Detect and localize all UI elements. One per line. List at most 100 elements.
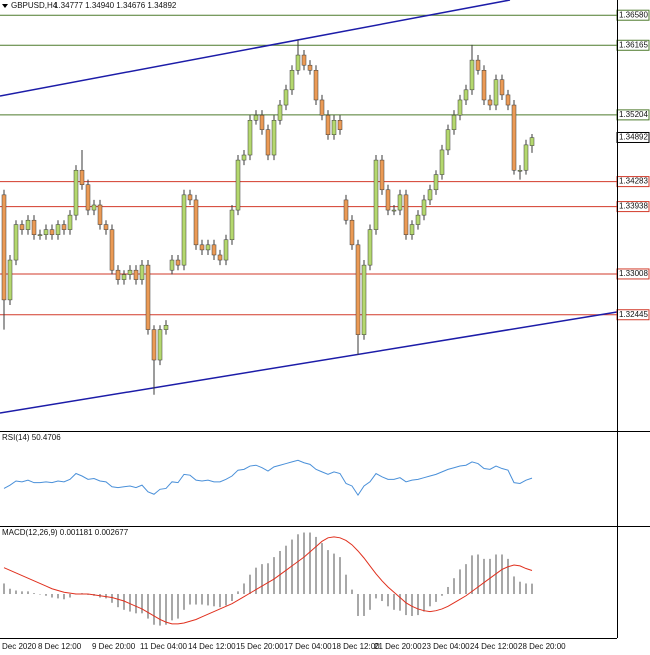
candle-body	[295, 54, 301, 71]
candle-body	[271, 119, 277, 156]
macd-bar	[177, 594, 179, 619]
x-tick-label: 24 Dec 12:00	[470, 642, 518, 651]
macd-bar	[381, 594, 383, 602]
candle-body	[247, 119, 253, 156]
macd-bar	[459, 569, 461, 595]
candle-body	[265, 129, 271, 156]
candle-body	[439, 149, 445, 175]
candle-body	[211, 244, 217, 256]
candle-body	[367, 229, 373, 266]
macd-bar	[243, 583, 245, 595]
candle-body	[427, 189, 433, 201]
symbol-menu-icon[interactable]	[2, 4, 8, 8]
macd-bar	[159, 594, 161, 626]
candle-body	[505, 94, 511, 106]
macd-bar	[411, 594, 413, 616]
candle-body	[163, 324, 169, 330]
candle-body	[373, 159, 379, 230]
candle-body	[181, 194, 187, 266]
macd-bar	[375, 594, 377, 599]
macd-bar	[351, 589, 353, 595]
rsi-title: RSI(14) 50.4706	[2, 433, 61, 442]
candle-body	[289, 70, 295, 91]
candle-body	[127, 269, 133, 275]
candle-body	[229, 209, 235, 241]
x-tick-label: 17 Dec 04:00	[284, 642, 332, 651]
macd-bar	[441, 594, 443, 596]
macd-bar	[399, 594, 401, 611]
candle-body	[313, 70, 319, 101]
candle-body	[529, 137, 535, 146]
macd-bar	[39, 594, 41, 595]
macd-bar	[333, 553, 335, 595]
macd-bar	[267, 563, 269, 595]
candle-body	[187, 194, 193, 201]
x-tick-label: 15 Dec 20:00	[236, 642, 284, 651]
macd-bar	[423, 594, 425, 612]
candle-body	[331, 119, 337, 135]
macd-bar	[255, 567, 257, 595]
macd-bar	[363, 594, 365, 616]
candle-body	[67, 214, 73, 230]
x-tick-label: 14 Dec 12:00	[188, 642, 236, 651]
macd-bar	[225, 594, 227, 606]
macd-bar	[3, 583, 5, 595]
candle-body	[301, 54, 307, 66]
macd-bar	[321, 543, 323, 595]
candle-body	[31, 219, 37, 235]
level-label: 1.36580	[619, 10, 648, 19]
macd-bar	[135, 594, 137, 614]
candle-body	[91, 204, 97, 211]
macd-bar	[117, 594, 119, 608]
x-tick-label: 11 Dec 04:00	[140, 642, 188, 651]
level-label: 1.36165	[619, 40, 648, 49]
macd-bar	[519, 581, 521, 595]
candle-body	[385, 189, 391, 211]
candle-body	[49, 229, 55, 235]
macd-bar	[183, 594, 185, 610]
candle-body	[115, 269, 121, 280]
macd-bar	[171, 594, 173, 621]
macd-title: MACD(12,26,9) 0.001181 0.002677	[2, 528, 129, 537]
candle-body	[463, 89, 469, 101]
candle-body	[199, 244, 205, 251]
candle-body	[433, 174, 439, 191]
candle-body	[391, 209, 397, 212]
candle-body	[277, 104, 283, 121]
candle-body	[487, 99, 493, 106]
candle-body	[283, 89, 289, 106]
candle-body	[307, 64, 313, 71]
level-label: 1.33938	[619, 202, 648, 211]
macd-bar	[345, 574, 347, 595]
level-label: 1.32445	[619, 310, 648, 319]
candle-body	[7, 259, 13, 301]
macd-bar	[237, 591, 239, 595]
candle-body	[457, 99, 463, 116]
macd-bar	[69, 594, 71, 598]
candle-body	[205, 244, 211, 251]
candle-body	[133, 269, 139, 280]
candle-body	[37, 234, 43, 236]
macd-bar	[207, 594, 209, 606]
macd-bar	[429, 594, 431, 607]
macd-bar	[507, 558, 509, 595]
x-tick-label: 28 Dec 20:00	[518, 642, 566, 651]
x-tick-label: 8 Dec 12:00	[38, 642, 82, 651]
macd-bar	[231, 594, 233, 602]
candle-body	[73, 169, 79, 216]
candle-body	[193, 199, 199, 246]
candle-body	[103, 224, 109, 230]
macd-bar	[327, 550, 329, 595]
candle-body	[511, 104, 517, 171]
macd-bar	[63, 594, 65, 600]
candle-body	[1, 194, 7, 301]
macd-bar	[111, 594, 113, 603]
candle-body	[451, 114, 457, 130]
macd-bar	[297, 534, 299, 595]
rsi-line	[3, 459, 533, 497]
candle-body	[217, 254, 223, 261]
candle-body	[475, 59, 481, 71]
macd-bar	[147, 594, 149, 619]
candle-body	[409, 224, 415, 235]
